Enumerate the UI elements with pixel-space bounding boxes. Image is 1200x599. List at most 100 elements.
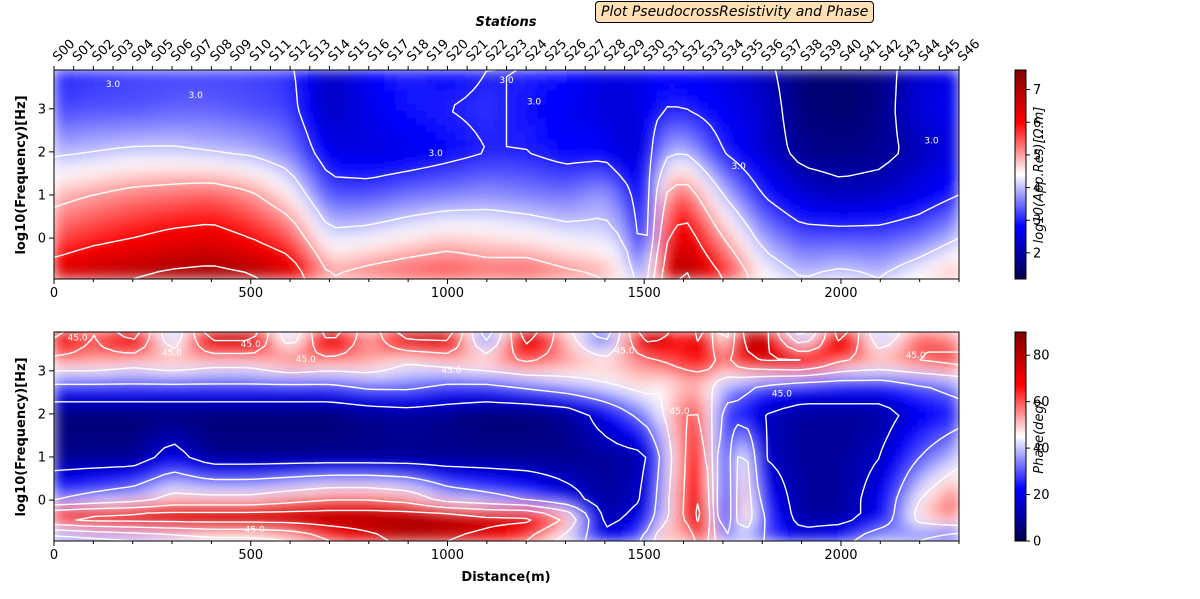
heatmap-cell: [566, 359, 578, 368]
heatmap-cell: [878, 188, 889, 196]
heatmap-cell: [928, 97, 940, 106]
heatmap-cell: [184, 167, 196, 175]
heatmap-cell: [365, 332, 377, 340]
heatmap-cell: [295, 229, 306, 238]
heatmap-cell: [325, 436, 336, 444]
heatmap-cell: [616, 160, 628, 168]
heatmap-cell: [687, 132, 698, 140]
heatmap-cell: [677, 139, 688, 147]
heatmap-cell: [767, 90, 779, 99]
heatmap-cell: [928, 132, 940, 140]
heatmap-cell: [425, 332, 437, 340]
heatmap-cell: [838, 387, 849, 395]
heatmap-cell: [134, 408, 145, 416]
heatmap-cell: [425, 90, 437, 99]
heatmap-cell: [54, 236, 65, 245]
heatmap-cell: [848, 471, 859, 479]
heatmap-cell: [476, 202, 487, 210]
heatmap-cell: [144, 422, 155, 430]
heatmap-cell: [305, 401, 316, 409]
heatmap-cell: [184, 76, 196, 85]
heatmap-cell: [566, 250, 578, 259]
heatmap-cell: [435, 243, 447, 252]
heatmap-cell: [305, 264, 316, 273]
heatmap-cell: [848, 250, 859, 259]
heatmap-cell: [646, 111, 658, 120]
heatmap-cell: [174, 359, 186, 368]
heatmap-cell: [83, 422, 95, 430]
heatmap-cell: [737, 160, 749, 168]
heatmap-cell: [687, 139, 698, 147]
heatmap-cell: [767, 415, 779, 423]
heatmap-cell: [385, 76, 397, 85]
heatmap-cell: [315, 478, 326, 486]
heatmap-cell: [938, 90, 950, 99]
contour-label: 3.0: [499, 76, 514, 86]
x-tick-label: 1000: [431, 286, 464, 301]
heatmap-cell: [224, 216, 236, 224]
heatmap-cell: [355, 222, 367, 231]
heatmap-cell: [465, 443, 477, 451]
heatmap-cell: [516, 90, 527, 99]
heatmap-cell: [264, 104, 276, 113]
heatmap-cell: [767, 188, 779, 196]
heatmap-cell: [144, 181, 155, 189]
heatmap-cell: [918, 222, 930, 231]
heatmap-cell: [144, 167, 155, 175]
heatmap-cell: [516, 387, 527, 395]
heatmap-cell: [827, 387, 839, 395]
heatmap-cell: [224, 366, 236, 375]
heatmap-cell: [506, 359, 517, 368]
heatmap-cell: [727, 250, 739, 259]
heatmap-cell: [657, 264, 668, 273]
heatmap-cell: [838, 188, 849, 196]
heatmap-cell: [395, 450, 407, 458]
heatmap-cell: [948, 243, 959, 252]
heatmap-cell: [214, 352, 226, 361]
heatmap-cell: [375, 139, 387, 147]
heatmap-cell: [576, 181, 588, 189]
heatmap-cell: [234, 332, 246, 340]
heatmap-cell: [888, 457, 899, 465]
heatmap-cell: [224, 401, 236, 409]
heatmap-cell: [465, 125, 477, 133]
heatmap-cell: [636, 243, 648, 252]
heatmap-cell: [546, 216, 558, 224]
heatmap-cell: [144, 195, 155, 203]
heatmap-cell: [63, 457, 75, 465]
heatmap-cell: [888, 380, 899, 389]
heatmap-cell: [264, 111, 276, 120]
heatmap-cell: [144, 464, 155, 472]
heatmap-cell: [174, 160, 186, 168]
heatmap-cell: [124, 174, 135, 182]
heatmap-cell: [144, 250, 155, 259]
heatmap-cell: [797, 76, 809, 85]
heatmap-cell: [677, 216, 688, 224]
heatmap-cell: [667, 146, 678, 154]
heatmap-cell: [797, 366, 809, 375]
heatmap-cell: [596, 415, 608, 423]
heatmap-cell: [697, 415, 708, 423]
heatmap-cell: [465, 352, 477, 361]
heatmap-cell: [154, 125, 165, 133]
heatmap-cell: [868, 257, 879, 266]
heatmap-cell: [606, 415, 618, 423]
heatmap-cell: [144, 408, 155, 416]
heatmap-cell: [918, 264, 930, 273]
heatmap-cell: [435, 478, 447, 486]
heatmap-cell: [124, 366, 135, 375]
heatmap-cell: [315, 83, 326, 92]
heatmap-cell: [93, 243, 105, 252]
heatmap-cell: [827, 491, 839, 500]
heatmap-cell: [476, 422, 487, 430]
heatmap-cell: [827, 229, 839, 238]
heatmap-cell: [486, 146, 497, 154]
heatmap-cell: [838, 408, 849, 416]
heatmap-cell: [677, 111, 688, 120]
heatmap-cell: [596, 450, 608, 458]
heatmap-cell: [154, 484, 165, 493]
heatmap-cell: [244, 181, 256, 189]
heatmap-cell: [626, 111, 638, 120]
heatmap-cell: [103, 264, 115, 273]
heatmap-cell: [526, 76, 537, 85]
